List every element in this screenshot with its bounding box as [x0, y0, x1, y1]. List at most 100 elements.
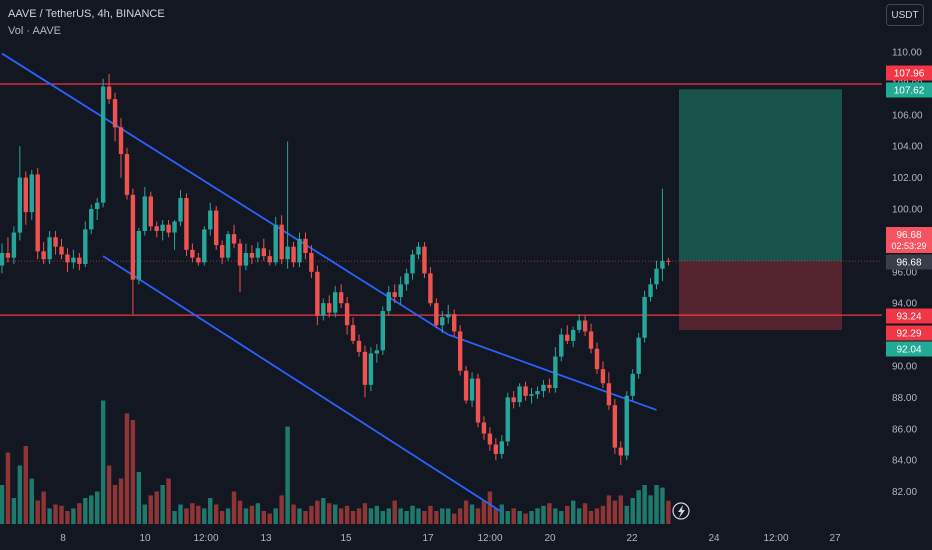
volume-bar — [630, 498, 635, 524]
candle — [136, 227, 142, 285]
candle — [368, 347, 374, 392]
candle — [333, 285, 338, 318]
candle-body — [362, 351, 368, 385]
volume-bar — [166, 478, 171, 524]
candle — [17, 146, 23, 241]
volume-bar — [273, 508, 278, 524]
candle — [237, 238, 243, 293]
candle — [469, 372, 475, 407]
candle-body — [309, 252, 314, 272]
price-label-text: 96.68 — [896, 230, 921, 241]
volume-bar — [255, 503, 261, 524]
volume-bars — [0, 400, 671, 524]
candle — [618, 441, 623, 465]
candle — [255, 241, 261, 263]
time-tick-label: 12:00 — [763, 533, 788, 544]
volume-bar — [356, 508, 362, 524]
candle-body — [398, 284, 403, 297]
price-tick-label: 106.00 — [892, 110, 923, 121]
volume-bar — [398, 508, 403, 524]
volume-bar — [190, 503, 195, 524]
volume-bar — [315, 500, 320, 524]
volume-bar — [89, 495, 94, 524]
alert-button[interactable] — [672, 502, 690, 520]
candle — [0, 243, 5, 274]
candle — [505, 392, 510, 447]
descending-channel[interactable] — [1, 52, 657, 513]
time-tick-label: 24 — [708, 533, 720, 544]
volume-bar — [642, 485, 647, 524]
candle — [356, 334, 362, 357]
volume-bar — [553, 508, 558, 524]
candle — [571, 326, 576, 348]
currency-unit-button[interactable]: USDT — [886, 4, 924, 26]
channel-upper-line — [1, 52, 657, 411]
volume-bar — [41, 491, 46, 524]
volume-bar — [333, 504, 338, 524]
candle-body — [380, 311, 385, 351]
volume-bar — [457, 508, 463, 524]
volume-bar — [196, 505, 201, 524]
candle-body — [487, 433, 493, 445]
time-tick-label: 15 — [340, 533, 352, 544]
volume-bar — [112, 485, 118, 524]
time-tick-label: 10 — [139, 533, 151, 544]
volume-bar — [154, 491, 159, 524]
candle — [374, 344, 380, 363]
candle — [321, 298, 326, 321]
price-label: 92.04 — [886, 341, 932, 357]
volume-bar — [303, 511, 308, 524]
price-tick-label: 86.00 — [892, 424, 917, 435]
volume-bar — [452, 513, 457, 524]
volume-bar — [350, 511, 356, 524]
position-zones[interactable] — [679, 89, 842, 331]
candle-body — [35, 174, 40, 252]
volume-bar — [309, 505, 314, 524]
time-tick-label: 27 — [829, 533, 841, 544]
price-label: 107.96 — [886, 65, 932, 81]
candle-body — [95, 202, 100, 209]
stop-zone — [679, 261, 842, 331]
price-tick-label: 88.00 — [892, 393, 917, 404]
candle — [344, 296, 350, 335]
volume-bar — [17, 465, 23, 524]
volume-bar — [588, 511, 594, 524]
volume-bar — [142, 504, 147, 524]
volume-bar — [618, 495, 623, 524]
volume-bar — [65, 511, 70, 524]
candle — [124, 147, 130, 200]
candle — [660, 188, 665, 282]
volume-bar — [344, 505, 350, 524]
volume-bar — [100, 400, 106, 524]
candle — [273, 216, 278, 266]
candle — [291, 241, 296, 268]
candle — [612, 398, 618, 454]
volume-bar — [47, 508, 52, 524]
volume-bar — [214, 504, 219, 524]
candle — [511, 391, 516, 409]
candle-body — [89, 209, 94, 230]
candle-body — [77, 257, 82, 264]
candle-body — [53, 237, 58, 247]
volume-bar — [636, 490, 641, 524]
time-axis[interactable]: 8 10 12:00 13 15 17 12:00 20 22 24 12:00 27 — [60, 533, 841, 544]
candle-body — [196, 257, 201, 263]
candle — [23, 171, 28, 225]
volume-bar — [517, 511, 522, 524]
candle-body — [29, 174, 34, 213]
candle — [202, 226, 207, 266]
candle — [529, 387, 534, 404]
candle-body — [428, 273, 433, 304]
candle-body — [422, 246, 427, 274]
price-axis[interactable]: 110.00108.00106.00104.00102.00100.0098.0… — [892, 48, 923, 499]
volume-bar — [660, 487, 665, 524]
candle — [416, 241, 421, 260]
candle — [65, 248, 70, 272]
candle-body — [130, 194, 136, 280]
horizontal-levels[interactable] — [0, 83, 882, 316]
candle-body — [11, 232, 17, 258]
volume-bar — [463, 500, 469, 524]
volume-bar — [243, 508, 249, 524]
